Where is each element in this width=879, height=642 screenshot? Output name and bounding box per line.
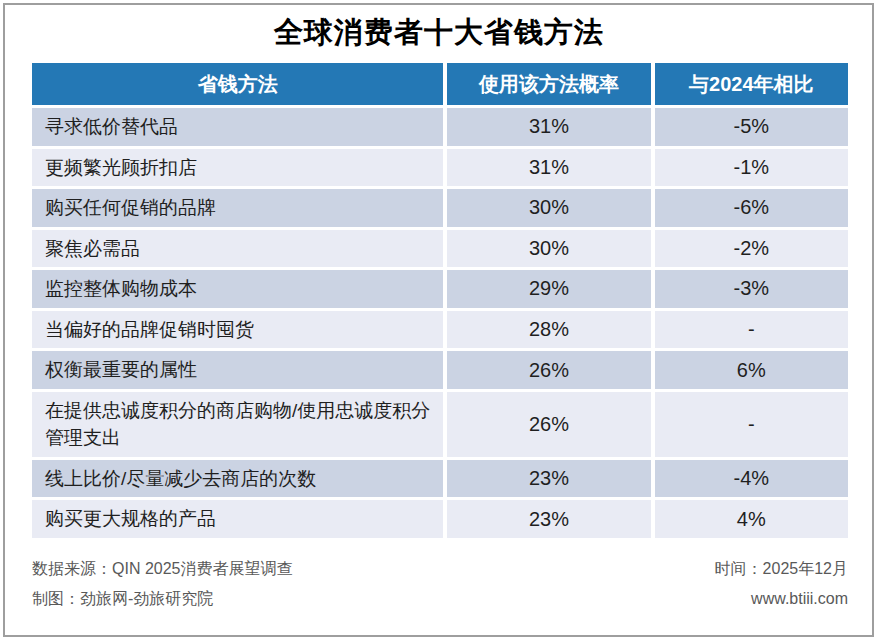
probability-cell: 26%	[447, 351, 654, 392]
savings-methods-table: 省钱方法 使用该方法概率 与2024年相比 寻求低价替代品31%-5%更频繁光顾…	[32, 63, 848, 541]
probability-cell: 31%	[447, 149, 654, 190]
column-header-probability: 使用该方法概率	[447, 63, 654, 108]
method-cell: 在提供忠诚度积分的商店购物/使用忠诚度积分管理支出	[32, 392, 447, 460]
probability-cell: 28%	[447, 311, 654, 352]
table-row: 在提供忠诚度积分的商店购物/使用忠诚度积分管理支出26%-	[32, 392, 848, 460]
method-cell: 更频繁光顾折扣店	[32, 149, 447, 190]
table-row: 聚焦必需品30%-2%	[32, 230, 848, 271]
table-row: 更频繁光顾折扣店31%-1%	[32, 149, 848, 190]
table-body: 寻求低价替代品31%-5%更频繁光顾折扣店31%-1%购买任何促销的品牌30%-…	[32, 108, 848, 541]
vs2024-cell: -4%	[655, 460, 848, 501]
vs2024-cell: -5%	[655, 108, 848, 149]
table-row: 权衡最重要的属性26%6%	[32, 351, 848, 392]
website-text: www.btiii.com	[715, 584, 848, 614]
probability-cell: 26%	[447, 392, 654, 460]
table-row: 线上比价/尽量减少去商店的次数23%-4%	[32, 460, 848, 501]
method-cell: 购买任何促销的品牌	[32, 189, 447, 230]
chart-credit-text: 制图：劲旅网-劲旅研究院	[32, 584, 292, 614]
method-cell: 监控整体购物成本	[32, 270, 447, 311]
probability-cell: 29%	[447, 270, 654, 311]
data-source-text: 数据来源：QIN 2025消费者展望调查	[32, 554, 292, 584]
table-row: 当偏好的品牌促销时囤货28%-	[32, 311, 848, 352]
probability-cell: 23%	[447, 500, 654, 541]
table-row: 购买更大规格的产品23%4%	[32, 500, 848, 541]
column-header-method: 省钱方法	[32, 63, 447, 108]
vs2024-cell: -3%	[655, 270, 848, 311]
probability-cell: 23%	[447, 460, 654, 501]
method-cell: 聚焦必需品	[32, 230, 447, 271]
method-cell: 权衡最重要的属性	[32, 351, 447, 392]
time-text: 时间：2025年12月	[715, 554, 848, 584]
footer: 数据来源：QIN 2025消费者展望调查 制图：劲旅网-劲旅研究院 时间：202…	[32, 554, 848, 613]
vs2024-cell: -6%	[655, 189, 848, 230]
footer-right: 时间：2025年12月 www.btiii.com	[715, 554, 848, 613]
table-header-row: 省钱方法 使用该方法概率 与2024年相比	[32, 63, 848, 108]
vs2024-cell: -	[655, 392, 848, 460]
table-row: 购买任何促销的品牌30%-6%	[32, 189, 848, 230]
page-title: 全球消费者十大省钱方法	[32, 13, 846, 53]
vs2024-cell: -2%	[655, 230, 848, 271]
method-cell: 当偏好的品牌促销时囤货	[32, 311, 447, 352]
table-row: 寻求低价替代品31%-5%	[32, 108, 848, 149]
vs2024-cell: 6%	[655, 351, 848, 392]
probability-cell: 31%	[447, 108, 654, 149]
method-cell: 购买更大规格的产品	[32, 500, 447, 541]
probability-cell: 30%	[447, 230, 654, 271]
table-row: 监控整体购物成本29%-3%	[32, 270, 848, 311]
method-cell: 线上比价/尽量减少去商店的次数	[32, 460, 447, 501]
column-header-vs2024: 与2024年相比	[655, 63, 848, 108]
probability-cell: 30%	[447, 189, 654, 230]
method-cell: 寻求低价替代品	[32, 108, 447, 149]
vs2024-cell: 4%	[655, 500, 848, 541]
infographic-frame: 全球消费者十大省钱方法 省钱方法 使用该方法概率 与2024年相比 寻求低价替代…	[3, 3, 874, 637]
footer-left: 数据来源：QIN 2025消费者展望调查 制图：劲旅网-劲旅研究院	[32, 554, 292, 613]
vs2024-cell: -	[655, 311, 848, 352]
vs2024-cell: -1%	[655, 149, 848, 190]
